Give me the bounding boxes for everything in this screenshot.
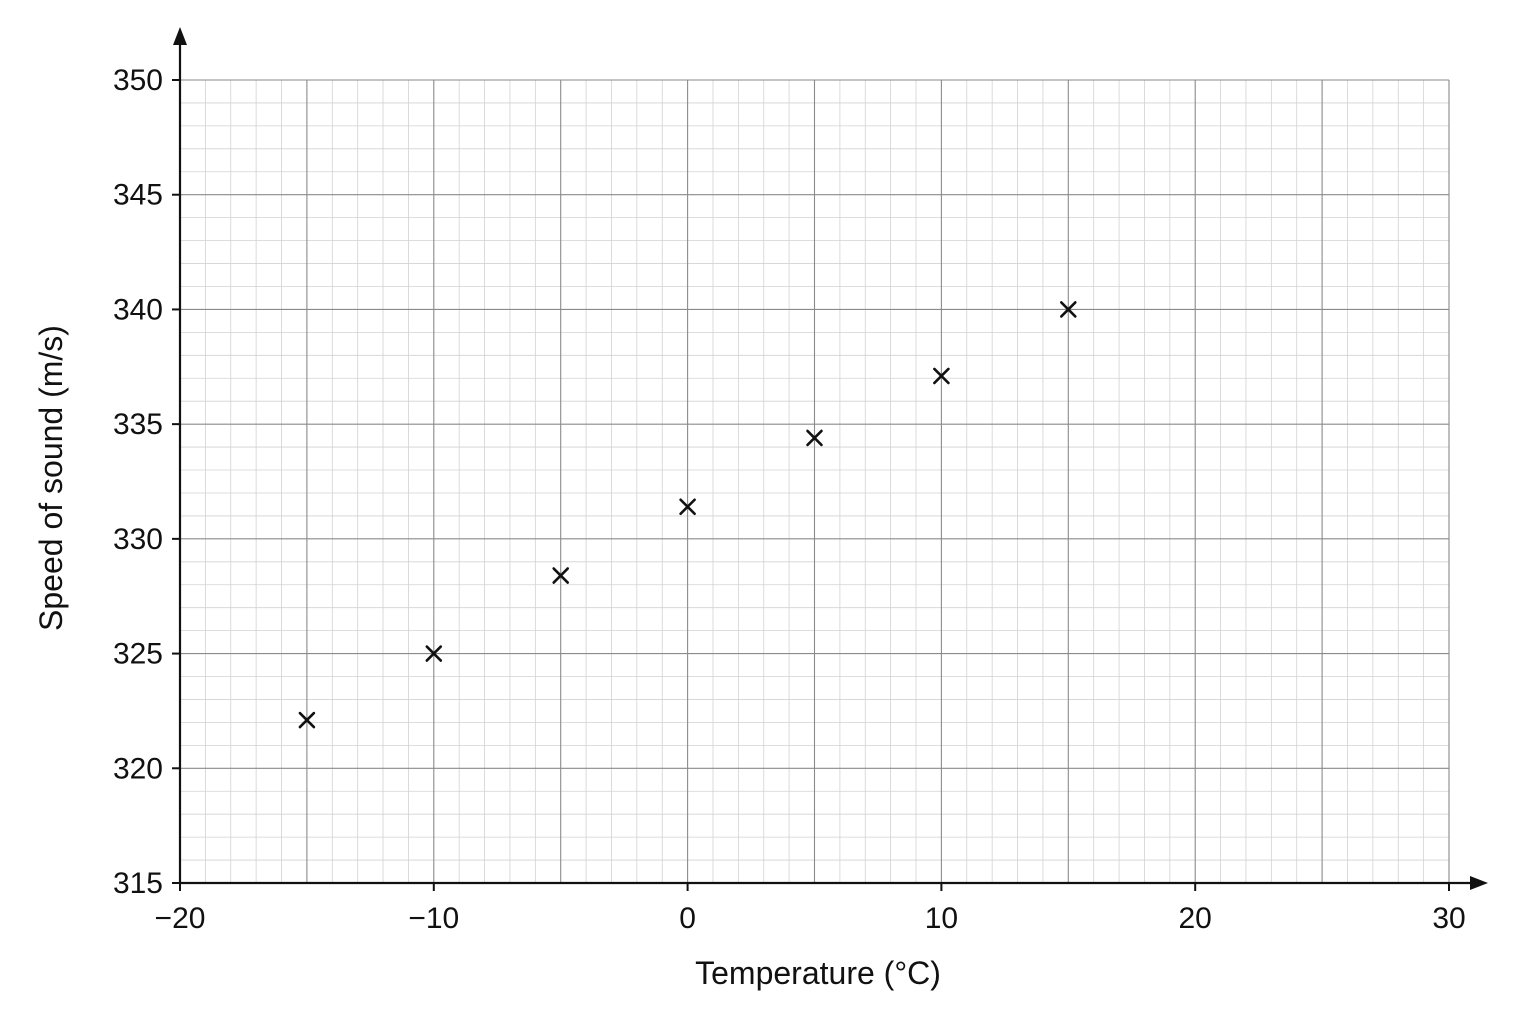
x-tick-labels: −20 −10 0 10 20 30 [155, 902, 1466, 935]
data-points [298, 301, 1077, 729]
x-tick-label: −20 [155, 902, 206, 935]
data-point [552, 567, 570, 584]
y-tick-label: 320 [113, 752, 163, 785]
y-tick-label: 350 [113, 64, 163, 97]
data-point [933, 367, 950, 385]
y-axis-title: Speed of sound (m/s) [33, 325, 69, 631]
y-tick-labels: 315 320 325 330 335 340 345 350 [113, 64, 163, 900]
x-tick-label: 10 [925, 902, 958, 935]
data-point [679, 498, 696, 516]
y-tick-label: 325 [113, 638, 163, 671]
x-axis-title: Temperature (°C) [695, 955, 941, 991]
y-tick-label: 335 [113, 408, 163, 441]
data-point [1060, 301, 1077, 318]
y-axis-arrow [173, 27, 187, 45]
x-axis-arrow [1470, 876, 1488, 890]
data-point [298, 711, 316, 729]
data-point [425, 645, 443, 662]
y-tick-label: 330 [113, 523, 163, 556]
grid-minor-lines [180, 80, 1449, 883]
x-tick-label: 20 [1179, 902, 1212, 935]
data-point [806, 429, 823, 447]
x-tick-label: −10 [408, 902, 459, 935]
x-tick-label: 0 [679, 902, 696, 935]
grid-major-lines [179, 79, 1450, 884]
y-tick-label: 340 [113, 293, 163, 326]
axes [172, 27, 1488, 891]
y-tick-label: 315 [113, 867, 163, 900]
y-tick-label: 345 [113, 179, 163, 212]
x-tick-label: 30 [1432, 902, 1465, 935]
